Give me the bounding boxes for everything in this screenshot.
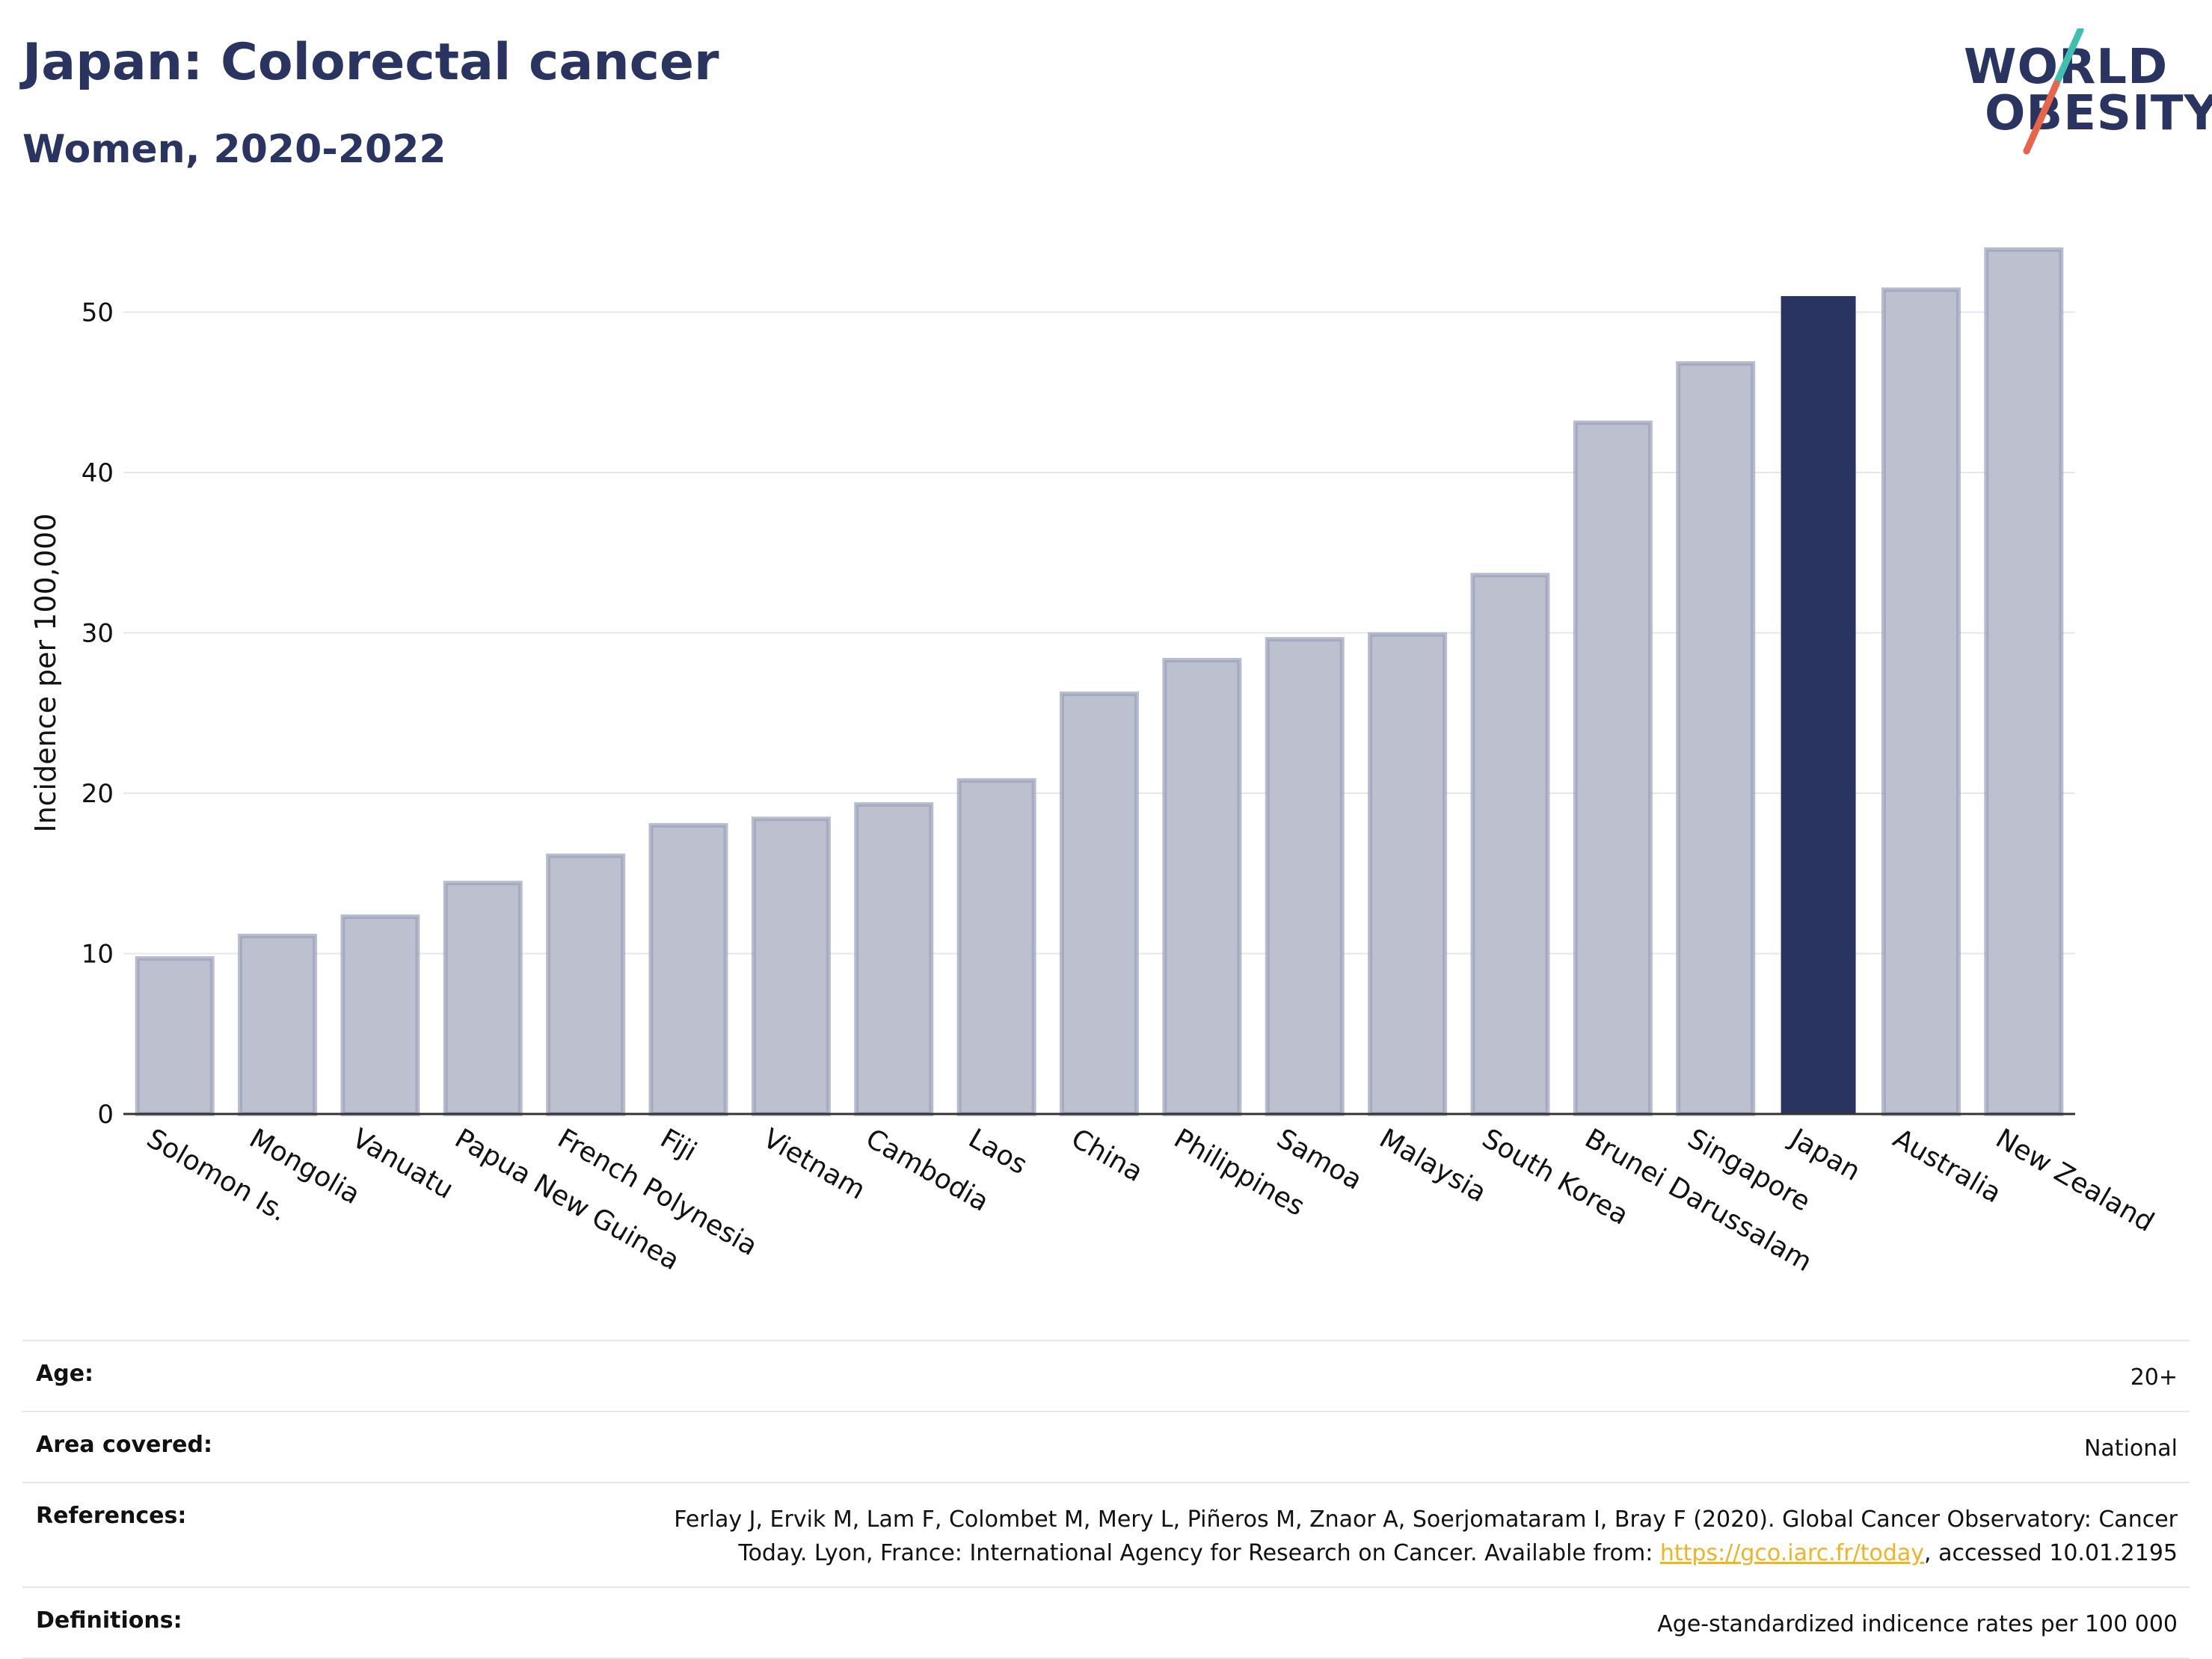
x-tick-label: Australia bbox=[1887, 1123, 2006, 1209]
chart-subtitle: Women, 2020-2022 bbox=[22, 127, 446, 172]
reference-link[interactable]: https://gco.iarc.fr/today bbox=[1659, 1540, 1925, 1566]
bar bbox=[1060, 692, 1139, 1116]
bar bbox=[1573, 420, 1653, 1116]
reference-line-2-suffix: , accessed 10.01.2195 bbox=[1924, 1540, 2178, 1566]
x-tick-label: Fiji bbox=[655, 1123, 701, 1168]
meta-label: Definitions: bbox=[36, 1607, 182, 1634]
metadata-table: Age: 20+ Area covered: National Referenc… bbox=[22, 1340, 2190, 1659]
world-obesity-logo: WORLD OBESITY bbox=[1952, 28, 2212, 156]
y-axis-title: Incidence per 100,000 bbox=[29, 514, 62, 833]
x-tick-label: Laos bbox=[963, 1123, 1032, 1181]
meta-value: 20+ bbox=[2130, 1364, 2178, 1391]
bar bbox=[340, 914, 420, 1116]
x-tick-label: China bbox=[1066, 1123, 1149, 1188]
logo-line-2: OBESITY bbox=[1985, 86, 2212, 141]
bar bbox=[751, 816, 831, 1116]
meta-label: Age: bbox=[36, 1361, 94, 1387]
x-tick-label: Japan bbox=[1784, 1122, 1865, 1187]
logo-slash-icon bbox=[2023, 28, 2084, 155]
bar bbox=[238, 933, 318, 1117]
bar bbox=[546, 853, 626, 1117]
bar bbox=[135, 955, 215, 1116]
meta-row-area: Area covered: National bbox=[22, 1411, 2190, 1482]
meta-value: National bbox=[2083, 1435, 2178, 1462]
meta-row-age: Age: 20+ bbox=[22, 1340, 2190, 1411]
bar bbox=[1368, 632, 1448, 1116]
bar bbox=[1162, 657, 1242, 1116]
bar bbox=[1676, 361, 1756, 1116]
meta-row-references: References: Ferlay J, Ervik M, Lam F, Co… bbox=[22, 1482, 2190, 1586]
bar bbox=[443, 881, 523, 1116]
bar bbox=[1781, 296, 1856, 1114]
meta-row-definitions: Definitions: Age-standardized indicence … bbox=[22, 1586, 2190, 1659]
y-tick-label: 50 bbox=[82, 298, 114, 328]
meta-label: Area covered: bbox=[36, 1432, 212, 1458]
y-tick-label: 40 bbox=[82, 458, 114, 488]
y-tick-label: 30 bbox=[82, 619, 114, 649]
bar bbox=[1470, 573, 1550, 1116]
y-tick-label: 10 bbox=[82, 940, 114, 970]
meta-value: Age-standardized indicence rates per 100… bbox=[1657, 1611, 2178, 1637]
reference-line-2-prefix: Today. Lyon, France: International Agenc… bbox=[738, 1540, 1660, 1566]
bar bbox=[1984, 247, 2064, 1117]
bar bbox=[648, 822, 728, 1117]
bar bbox=[1881, 287, 1961, 1117]
meta-value: Ferlay J, Ervik M, Lam F, Colombet M, Me… bbox=[674, 1503, 2178, 1570]
reference-line-1: Ferlay J, Ervik M, Lam F, Colombet M, Me… bbox=[674, 1506, 2178, 1533]
x-tick-label: Vanuatu bbox=[347, 1123, 458, 1205]
bar bbox=[1265, 637, 1345, 1116]
bar bbox=[854, 802, 934, 1116]
y-tick-label: 20 bbox=[82, 779, 114, 809]
x-tick-label: New Zealand bbox=[1991, 1123, 2159, 1238]
x-tick-label: Vietnam bbox=[758, 1123, 870, 1206]
x-tick-label: Malaysia bbox=[1374, 1123, 1492, 1208]
y-tick-label: 0 bbox=[97, 1100, 114, 1130]
bar bbox=[956, 778, 1036, 1117]
chart-title: Japan: Colorectal cancer bbox=[22, 33, 719, 92]
meta-label: References: bbox=[36, 1503, 187, 1529]
